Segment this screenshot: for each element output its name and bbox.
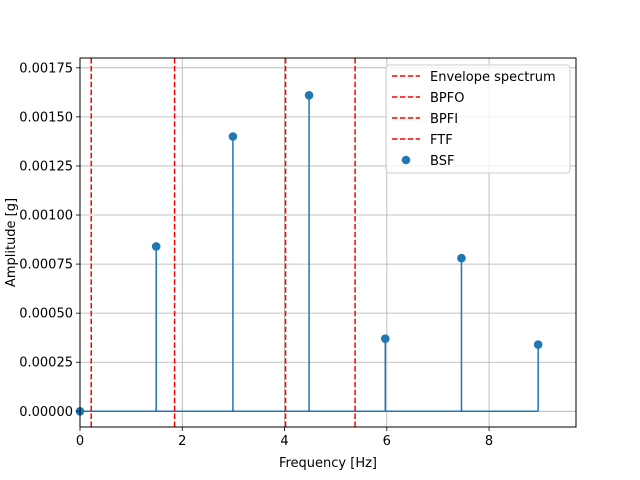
y-tick-label: 0.00175 <box>19 61 73 76</box>
x-tick-label: 4 <box>280 434 288 449</box>
x-axis-label: Frequency [Hz] <box>279 456 377 471</box>
y-tick-label: 0.00075 <box>19 258 73 273</box>
stem-marker-6 <box>533 340 543 349</box>
legend-label: BPFO <box>430 91 464 106</box>
legend-label: BPFI <box>430 112 458 127</box>
x-tick-label: 0 <box>76 434 84 449</box>
y-axis-label: Amplitude [g] <box>4 198 19 287</box>
stem-marker-1 <box>151 242 161 251</box>
x-tick-label: 2 <box>178 434 186 449</box>
legend-label: BSF <box>430 154 454 169</box>
stem-marker-2 <box>228 132 238 141</box>
plot-area-frame <box>79 57 577 428</box>
legend-marker-4 <box>401 155 411 165</box>
y-tick-label: 0.00050 <box>19 307 73 322</box>
stem-marker-5 <box>457 253 466 263</box>
x-tick-label: 6 <box>383 434 391 449</box>
legend: Envelope spectrum BPFO BPFI FTF BSF <box>385 64 571 174</box>
legend-label: Envelope spectrum <box>430 70 556 85</box>
stem-marker-4 <box>380 334 390 343</box>
legend-box <box>385 64 571 174</box>
y-tick-label: 0.00000 <box>19 405 73 420</box>
axis-ticks: 0 2 4 6 8 0.00000 0.00025 0.00050 0.00075 0.00100… <box>19 61 493 449</box>
stem-marker-3 <box>304 90 314 100</box>
fault-frequency-lines <box>90 58 356 427</box>
legend-label: FTF <box>430 133 453 148</box>
y-tick-label: 0.00100 <box>19 209 73 224</box>
y-tick-label: 0.00150 <box>19 110 73 125</box>
x-tick-label: 8 <box>485 434 493 449</box>
stem-series <box>75 90 543 416</box>
y-tick-label: 0.00025 <box>19 356 73 371</box>
y-tick-label: 0.00125 <box>19 159 73 174</box>
